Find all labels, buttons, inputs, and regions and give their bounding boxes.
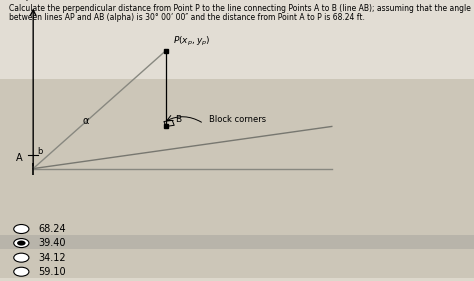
Text: Y: Y xyxy=(23,0,29,3)
Text: b: b xyxy=(37,147,43,156)
Bar xyxy=(0,249,474,264)
Text: $P(x_p, y_p)$: $P(x_p, y_p)$ xyxy=(173,35,210,48)
Circle shape xyxy=(14,253,29,262)
Text: 59.10: 59.10 xyxy=(38,267,65,277)
Bar xyxy=(0,263,474,278)
Text: Block corners: Block corners xyxy=(209,115,266,124)
Text: A: A xyxy=(16,153,22,163)
Bar xyxy=(0,221,474,236)
Text: 68.24: 68.24 xyxy=(38,224,65,234)
Text: B: B xyxy=(175,115,182,124)
Text: Calculate the perpendicular distance from Point P to the line connecting Points : Calculate the perpendicular distance fro… xyxy=(9,4,471,13)
Circle shape xyxy=(14,225,29,234)
Circle shape xyxy=(14,267,29,276)
Circle shape xyxy=(17,241,26,246)
Text: α: α xyxy=(82,116,89,126)
Bar xyxy=(0,0,474,79)
Bar xyxy=(0,79,474,225)
Text: 39.40: 39.40 xyxy=(38,238,65,248)
Circle shape xyxy=(14,239,29,248)
Text: between lines AP and AB (alpha) is 30° 00’ 00″ and the distance from Point A to : between lines AP and AB (alpha) is 30° 0… xyxy=(9,13,365,22)
Text: 34.12: 34.12 xyxy=(38,253,65,263)
Bar xyxy=(0,235,474,250)
